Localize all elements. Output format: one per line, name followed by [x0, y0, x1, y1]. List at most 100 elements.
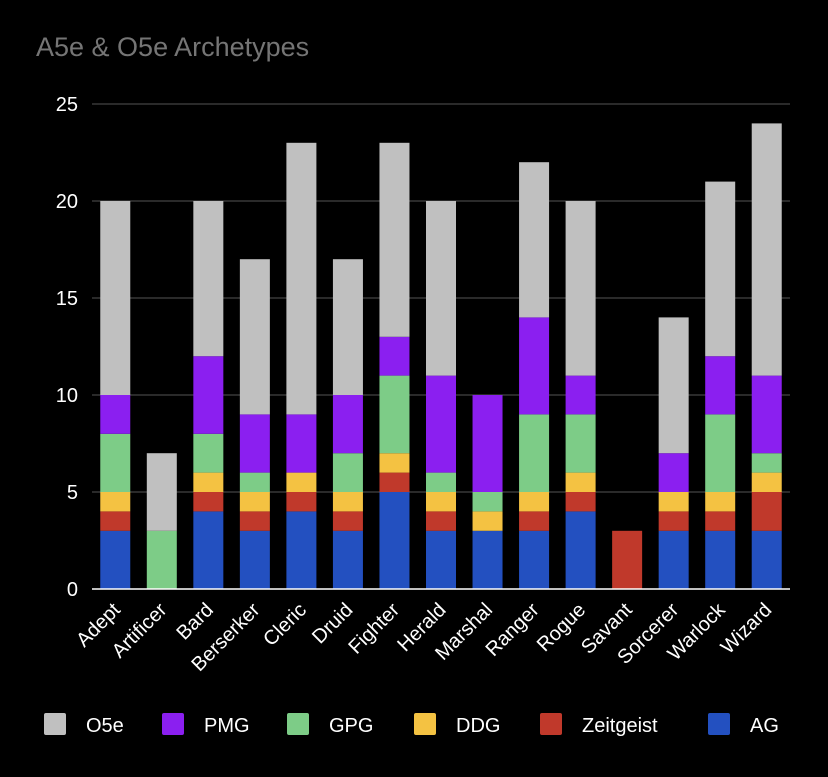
bar-segment-ag-cleric	[286, 511, 317, 589]
legend-label-gpg: GPG	[329, 715, 373, 737]
bar-segment-ag-warlock	[705, 530, 736, 589]
bar-segment-o5e-artificer	[146, 453, 177, 531]
bar-segment-ddg-cleric	[286, 472, 317, 492]
bar-segment-ag-ranger	[519, 530, 550, 589]
legend-label-o5e: O5e	[86, 715, 124, 737]
bar-segment-zeitgeist-adept	[100, 511, 131, 531]
bar-segment-zeitgeist-wizard	[751, 492, 782, 531]
bar-segment-o5e-sorcerer	[658, 317, 689, 454]
x-tick-label: Wizard	[717, 599, 777, 659]
bar-segment-zeitgeist-berserker	[239, 511, 270, 531]
bar-segment-o5e-rogue	[565, 201, 596, 376]
bar-segment-gpg-bard	[193, 433, 224, 473]
bar-segment-ag-druid	[332, 530, 363, 589]
bar-segment-o5e-druid	[332, 259, 363, 395]
bar-segment-ddg-herald	[426, 492, 456, 512]
y-tick-label: 15	[56, 288, 78, 310]
bar-segment-gpg-rogue	[565, 414, 596, 473]
bar-segment-ag-adept	[100, 530, 131, 589]
bar-segment-zeitgeist-sorcerer	[658, 511, 689, 531]
bar-segment-ddg-sorcerer	[658, 492, 689, 512]
bar-segment-zeitgeist-druid	[332, 511, 363, 531]
y-tick-label: 5	[67, 482, 78, 504]
bar-segment-gpg-wizard	[751, 453, 782, 473]
bar-segment-zeitgeist-ranger	[519, 511, 550, 531]
bar-segment-o5e-ranger	[519, 162, 550, 318]
bar-segment-ddg-warlock	[705, 492, 736, 512]
bars-layer	[100, 123, 782, 589]
bar-segment-ag-herald	[426, 530, 456, 589]
bar-segment-pmg-sorcerer	[658, 453, 689, 492]
bar-segment-pmg-wizard	[751, 375, 782, 454]
bar-segment-o5e-berserker	[239, 259, 270, 415]
bar-segment-zeitgeist-bard	[193, 492, 224, 512]
legend-swatch-zeitgeist	[540, 713, 562, 735]
bar-segment-ag-bard	[193, 511, 224, 589]
bar-segment-pmg-marshal	[472, 395, 503, 492]
bar-segment-ag-fighter	[379, 492, 410, 589]
bar-segment-gpg-herald	[426, 472, 456, 492]
bar-segment-ddg-berserker	[239, 492, 270, 512]
bar-segment-ddg-marshal	[472, 511, 503, 531]
bar-segment-o5e-warlock	[705, 181, 736, 357]
bar-segment-pmg-berserker	[239, 414, 270, 473]
legend-label-pmg: PMG	[204, 715, 250, 737]
y-tick-label: 0	[67, 579, 78, 601]
bar-segment-gpg-artificer	[146, 530, 177, 589]
y-tick-label: 25	[56, 94, 78, 116]
bar-segment-zeitgeist-herald	[426, 511, 456, 531]
bar-segment-pmg-warlock	[705, 356, 736, 415]
bar-segment-o5e-herald	[426, 201, 456, 376]
chart-title: A5e & O5e Archetypes	[36, 32, 309, 62]
legend-swatch-ag	[708, 713, 730, 735]
y-tick-label: 10	[56, 385, 78, 407]
bar-segment-o5e-fighter	[379, 142, 410, 337]
bar-segment-o5e-cleric	[286, 142, 317, 415]
bar-segment-ddg-fighter	[379, 453, 410, 473]
bar-segment-zeitgeist-fighter	[379, 472, 410, 492]
bar-segment-zeitgeist-cleric	[286, 492, 317, 512]
bar-segment-ddg-rogue	[565, 472, 596, 492]
x-tick-label: Ranger	[482, 599, 544, 661]
legend-label-zeitgeist: Zeitgeist	[582, 715, 658, 737]
bar-segment-o5e-wizard	[751, 123, 782, 376]
y-tick-label: 20	[56, 191, 78, 213]
bar-segment-gpg-adept	[100, 433, 131, 492]
bar-segment-o5e-bard	[193, 201, 224, 357]
bar-segment-zeitgeist-savant	[612, 530, 643, 589]
bar-segment-gpg-druid	[332, 453, 363, 492]
bar-segment-gpg-warlock	[705, 414, 736, 492]
bar-segment-ag-sorcerer	[658, 530, 689, 589]
bar-segment-ag-berserker	[239, 530, 270, 589]
bar-segment-pmg-rogue	[565, 375, 596, 415]
bar-segment-ddg-druid	[332, 492, 363, 512]
legend-swatch-o5e	[44, 713, 66, 735]
bar-segment-pmg-herald	[426, 375, 456, 473]
bar-segment-ddg-bard	[193, 472, 224, 492]
bar-segment-pmg-bard	[193, 356, 224, 434]
bar-segment-pmg-ranger	[519, 317, 550, 415]
bar-segment-ddg-wizard	[751, 472, 782, 492]
legend-swatch-pmg	[162, 713, 184, 735]
bar-segment-zeitgeist-rogue	[565, 492, 596, 512]
bar-segment-gpg-marshal	[472, 492, 503, 512]
legend-swatch-ddg	[414, 713, 436, 735]
bar-segment-o5e-adept	[100, 201, 131, 395]
bar-segment-gpg-berserker	[239, 472, 270, 492]
legend-label-ag: AG	[750, 715, 779, 737]
x-tick-label: Fighter	[344, 599, 404, 659]
legend-swatch-gpg	[287, 713, 309, 735]
bar-segment-pmg-fighter	[379, 336, 410, 376]
bar-segment-ddg-ranger	[519, 492, 550, 512]
bar-segment-pmg-cleric	[286, 414, 317, 473]
legend: O5e PMG GPG DDG Zeitgeist AG	[44, 713, 779, 737]
bar-segment-ag-wizard	[751, 530, 782, 589]
bar-segment-gpg-fighter	[379, 375, 410, 454]
bar-segment-pmg-adept	[100, 395, 131, 434]
legend-label-ddg: DDG	[456, 715, 500, 737]
bar-segment-gpg-ranger	[519, 414, 550, 492]
bar-segment-zeitgeist-warlock	[705, 511, 736, 531]
bar-segment-ddg-adept	[100, 492, 131, 512]
x-tick-label: Cleric	[259, 599, 311, 651]
